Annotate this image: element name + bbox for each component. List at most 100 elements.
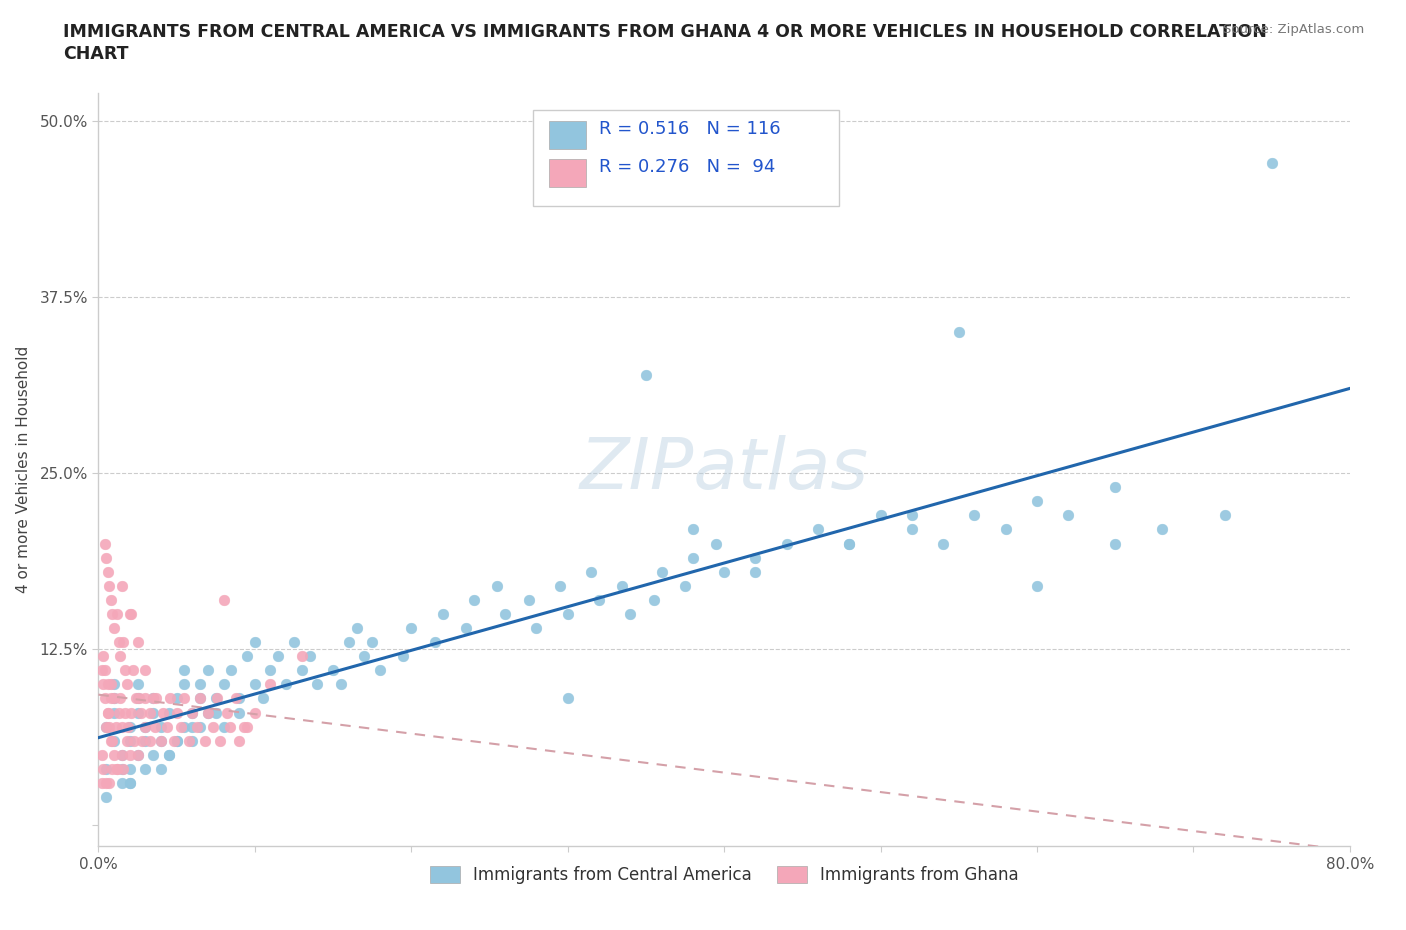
- Point: [166, 705, 188, 720]
- Point: [673, 578, 696, 593]
- Text: CHART: CHART: [63, 45, 129, 62]
- Text: Source: ZipAtlas.com: Source: ZipAtlas.com: [1223, 23, 1364, 36]
- Point: [98, 776, 121, 790]
- Point: [103, 677, 125, 692]
- Point: [159, 691, 181, 706]
- Point: [259, 663, 281, 678]
- Point: [494, 606, 516, 621]
- Point: [207, 691, 229, 706]
- Point: [157, 705, 180, 720]
- Text: ZIPatlas: ZIPatlas: [579, 435, 869, 504]
- Point: [197, 663, 219, 678]
- Point: [91, 649, 114, 664]
- Point: [127, 691, 149, 706]
- Point: [682, 551, 704, 565]
- Point: [142, 691, 165, 706]
- Point: [1213, 508, 1236, 523]
- Point: [162, 733, 184, 748]
- Point: [307, 677, 329, 692]
- Point: [194, 733, 217, 748]
- Point: [188, 691, 211, 706]
- Point: [110, 649, 132, 664]
- Point: [274, 677, 298, 692]
- Point: [209, 733, 232, 748]
- Point: [432, 606, 454, 621]
- Point: [557, 691, 579, 706]
- Point: [97, 565, 120, 579]
- Point: [90, 748, 112, 763]
- Point: [150, 762, 173, 777]
- Point: [142, 705, 165, 720]
- Point: [97, 705, 120, 720]
- Point: [179, 733, 201, 748]
- Point: [557, 606, 579, 621]
- Point: [368, 663, 391, 678]
- Point: [127, 748, 149, 763]
- Point: [96, 551, 118, 565]
- Point: [173, 677, 195, 692]
- Point: [221, 663, 243, 678]
- Point: [127, 705, 149, 720]
- Point: [181, 705, 204, 720]
- Point: [186, 719, 208, 734]
- Point: [201, 719, 224, 734]
- Point: [838, 536, 860, 551]
- Point: [150, 719, 173, 734]
- Text: IMMIGRANTS FROM CENTRAL AMERICA VS IMMIGRANTS FROM GHANA 4 OR MORE VEHICLES IN H: IMMIGRANTS FROM CENTRAL AMERICA VS IMMIG…: [63, 23, 1267, 41]
- Point: [103, 748, 125, 763]
- Point: [173, 719, 195, 734]
- Point: [1152, 522, 1174, 537]
- Point: [166, 733, 188, 748]
- Point: [188, 719, 211, 734]
- Point: [124, 733, 146, 748]
- Point: [243, 677, 266, 692]
- Point: [776, 536, 799, 551]
- Point: [188, 691, 211, 706]
- Point: [236, 649, 259, 664]
- Point: [112, 634, 135, 649]
- Point: [212, 592, 235, 607]
- Point: [118, 776, 141, 790]
- Point: [173, 691, 195, 706]
- Point: [111, 578, 134, 593]
- Point: [401, 620, 423, 635]
- Point: [103, 620, 125, 635]
- Point: [120, 606, 142, 621]
- Point: [1104, 480, 1126, 495]
- Point: [204, 705, 226, 720]
- Point: [111, 762, 134, 777]
- Point: [166, 691, 188, 706]
- Point: [125, 691, 148, 706]
- Point: [107, 634, 129, 649]
- Point: [353, 649, 375, 664]
- Legend: Immigrants from Central America, Immigrants from Ghana: Immigrants from Central America, Immigra…: [423, 859, 1025, 891]
- Point: [156, 719, 179, 734]
- Point: [157, 748, 180, 763]
- Point: [111, 748, 134, 763]
- Point: [96, 719, 118, 734]
- Point: [134, 719, 156, 734]
- Point: [361, 634, 384, 649]
- Point: [134, 719, 156, 734]
- Point: [101, 606, 124, 621]
- Y-axis label: 4 or more Vehicles in Household: 4 or more Vehicles in Household: [17, 346, 31, 593]
- Point: [150, 733, 173, 748]
- Point: [259, 677, 281, 692]
- Point: [634, 367, 657, 382]
- Point: [96, 790, 118, 804]
- Point: [454, 620, 477, 635]
- Point: [170, 719, 193, 734]
- Point: [142, 748, 165, 763]
- Point: [118, 762, 141, 777]
- Point: [322, 663, 344, 678]
- Point: [101, 733, 124, 748]
- Point: [118, 719, 141, 734]
- Point: [212, 719, 235, 734]
- Point: [463, 592, 485, 607]
- Point: [181, 733, 204, 748]
- Point: [97, 677, 120, 692]
- Point: [112, 762, 135, 777]
- Point: [134, 762, 156, 777]
- Point: [619, 606, 641, 621]
- Point: [145, 691, 167, 706]
